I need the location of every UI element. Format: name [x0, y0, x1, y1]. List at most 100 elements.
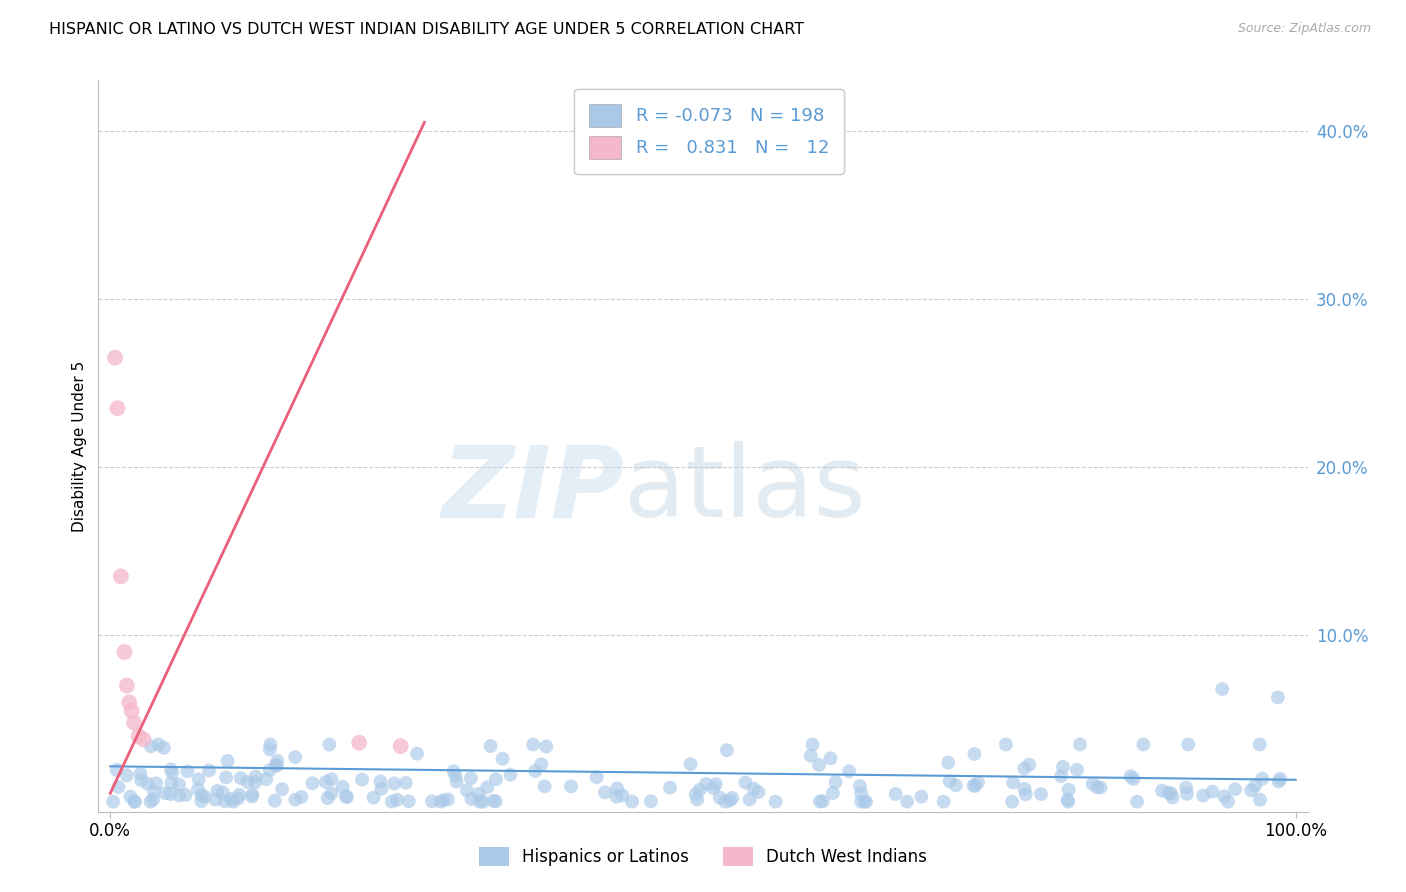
Point: [321, 772, 343, 787]
Point: [347, 736, 370, 750]
Point: [640, 794, 662, 808]
Point: [485, 772, 508, 787]
Point: [851, 786, 873, 800]
Point: [236, 775, 259, 789]
Point: [105, 401, 128, 416]
Point: [1002, 775, 1025, 789]
Point: [187, 772, 209, 787]
Point: [266, 754, 288, 768]
Point: [1160, 787, 1182, 801]
Point: [685, 787, 707, 801]
Point: [593, 785, 616, 799]
Point: [118, 695, 141, 709]
Point: [136, 777, 159, 791]
Point: [301, 776, 323, 790]
Point: [254, 772, 277, 787]
Point: [962, 779, 984, 793]
Point: [128, 729, 150, 743]
Point: [190, 789, 212, 803]
Point: [1175, 780, 1198, 795]
Point: [468, 787, 491, 801]
Point: [734, 775, 756, 789]
Point: [1244, 779, 1267, 793]
Point: [821, 786, 844, 800]
Point: [240, 789, 263, 804]
Point: [801, 738, 824, 752]
Point: [1012, 761, 1035, 775]
Point: [1249, 793, 1271, 807]
Point: [142, 792, 165, 806]
Point: [444, 769, 467, 783]
Point: [1052, 760, 1074, 774]
Point: [820, 751, 842, 765]
Point: [1085, 780, 1108, 795]
Point: [335, 789, 357, 804]
Point: [1201, 785, 1223, 799]
Point: [316, 791, 339, 805]
Point: [318, 738, 340, 752]
Point: [471, 795, 494, 809]
Point: [1192, 789, 1215, 803]
Point: [259, 738, 281, 752]
Point: [432, 793, 454, 807]
Point: [679, 757, 702, 772]
Point: [110, 569, 132, 583]
Point: [1251, 772, 1274, 786]
Point: [695, 777, 717, 791]
Point: [229, 771, 252, 785]
Point: [965, 779, 987, 793]
Point: [1066, 763, 1088, 777]
Point: [1267, 774, 1289, 789]
Point: [145, 776, 167, 790]
Point: [290, 789, 312, 804]
Point: [1001, 795, 1024, 809]
Point: [963, 747, 986, 761]
Y-axis label: Disability Age Under 5: Disability Age Under 5: [72, 360, 87, 532]
Point: [849, 795, 872, 809]
Point: [689, 782, 711, 797]
Point: [1249, 738, 1271, 752]
Point: [143, 785, 166, 799]
Point: [162, 766, 184, 780]
Point: [536, 739, 558, 754]
Point: [468, 795, 491, 809]
Point: [808, 795, 831, 809]
Point: [122, 715, 145, 730]
Point: [932, 795, 955, 809]
Text: HISPANIC OR LATINO VS DUTCH WEST INDIAN DISABILITY AGE UNDER 5 CORRELATION CHART: HISPANIC OR LATINO VS DUTCH WEST INDIAN …: [49, 22, 804, 37]
Point: [884, 787, 907, 801]
Point: [945, 778, 967, 792]
Point: [1213, 789, 1236, 804]
Point: [429, 795, 451, 809]
Point: [420, 794, 443, 808]
Point: [800, 748, 823, 763]
Point: [714, 795, 737, 809]
Point: [107, 780, 129, 794]
Point: [153, 740, 176, 755]
Point: [129, 773, 152, 788]
Point: [1119, 769, 1142, 783]
Point: [129, 766, 152, 780]
Point: [659, 780, 682, 795]
Point: [193, 789, 215, 804]
Point: [718, 794, 741, 808]
Point: [363, 790, 385, 805]
Point: [560, 779, 582, 793]
Point: [139, 739, 162, 754]
Point: [167, 789, 190, 803]
Point: [446, 774, 468, 789]
Point: [1177, 738, 1199, 752]
Point: [808, 757, 831, 772]
Point: [124, 795, 146, 809]
Point: [284, 750, 307, 764]
Point: [1211, 681, 1233, 696]
Point: [159, 787, 181, 801]
Point: [742, 781, 765, 796]
Point: [1069, 738, 1091, 752]
Point: [228, 788, 250, 802]
Point: [155, 786, 177, 800]
Point: [479, 739, 502, 753]
Point: [370, 774, 392, 789]
Point: [1018, 757, 1040, 772]
Point: [994, 738, 1017, 752]
